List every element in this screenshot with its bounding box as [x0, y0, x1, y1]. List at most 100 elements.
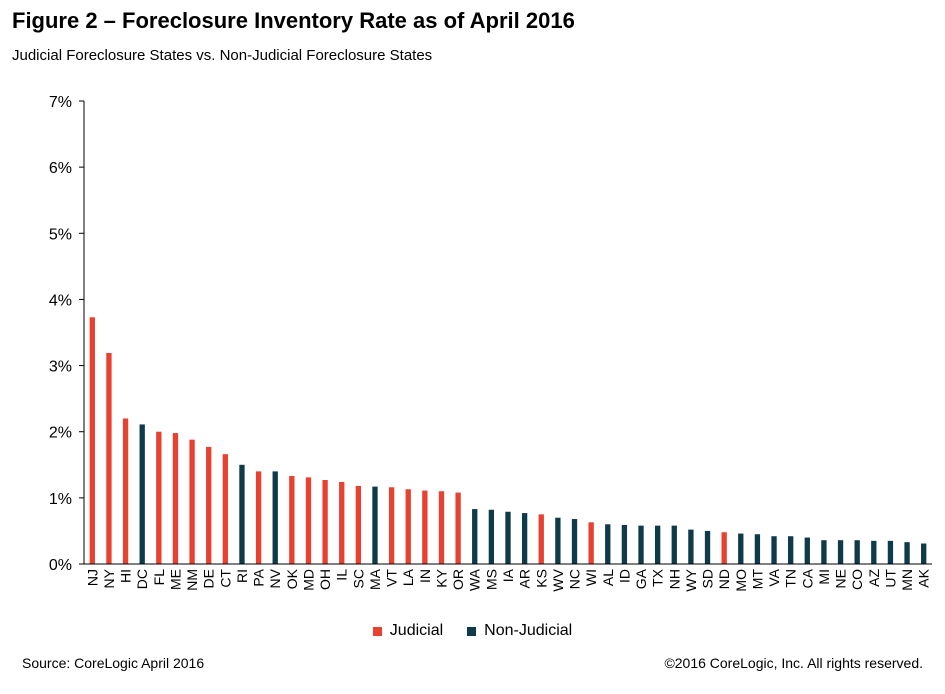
bar-ky	[438, 491, 445, 564]
bar-mo	[738, 533, 744, 564]
x-axis: NJ NY HI DC FL ME NM DE CT RI PA NV OK MD OH IL SC MA VT LA…	[84, 563, 932, 592]
x-tick-label-nj: NJ	[84, 569, 100, 586]
x-tick-label-az: AZ	[866, 569, 882, 587]
x-tick-label-oh: OH	[317, 569, 333, 590]
x-tick-label-nv: NV	[267, 568, 283, 588]
bar-wa	[472, 509, 478, 564]
bar-hi	[122, 418, 129, 564]
legend-label-judicial: Judicial	[389, 622, 444, 639]
x-tick-label-wa: WA	[467, 568, 483, 591]
bar-chart: 0%1%2%3%4%5%6%7% NJ NY HI DC FL ME NM DE CT RI PA N…	[49, 94, 932, 592]
x-tick-label-ne: NE	[833, 569, 849, 588]
bar-vt	[388, 487, 395, 564]
x-tick-label-ga: GA	[633, 568, 649, 589]
x-tick-label-sd: SD	[700, 569, 716, 588]
x-tick-label-nd: ND	[716, 569, 732, 589]
bar-ma	[372, 486, 378, 564]
legend-swatch-judicial	[372, 626, 382, 636]
bar-ri	[239, 464, 245, 564]
y-tick-label: 0%	[49, 557, 72, 574]
legend-item-non-judicial: Non-Judicial	[467, 622, 572, 640]
bar-ks	[538, 514, 544, 564]
x-tick-label-mo: MO	[733, 569, 749, 592]
x-tick-label-nh: NH	[666, 569, 682, 589]
bar-ct	[222, 454, 228, 564]
bar-nv	[272, 471, 278, 564]
bar-pa	[255, 471, 262, 564]
x-tick-label-mt: MT	[749, 569, 765, 590]
x-tick-label-md: MD	[300, 569, 316, 591]
x-tick-label-or: OR	[450, 569, 466, 590]
bar-al	[605, 524, 611, 564]
bar-co	[854, 540, 860, 564]
x-tick-label-la: LA	[400, 568, 416, 586]
y-tick-label: 7%	[49, 94, 72, 111]
y-tick-label: 4%	[49, 292, 72, 309]
y-axis: 0% 1% 2% 3% 4% 5% 6% 7%	[49, 94, 85, 574]
bar-mt	[754, 534, 761, 564]
bar-ga	[638, 525, 644, 564]
y-tick-label: 1%	[49, 491, 72, 508]
x-tick-label-wv: WV	[550, 568, 566, 591]
bar-tx	[654, 525, 661, 564]
bar-id	[621, 524, 628, 564]
bar-mn	[904, 542, 910, 564]
bar-oh	[322, 480, 328, 564]
x-tick-label-co: CO	[849, 569, 865, 590]
bar-ms	[488, 509, 495, 564]
x-tick-label-me: ME	[167, 569, 183, 590]
legend-item-judicial: Judicial	[372, 622, 444, 640]
x-tick-label-ut: UT	[882, 569, 898, 588]
bar-ak	[921, 543, 927, 564]
bar-tn	[788, 536, 794, 564]
bar-wv	[555, 517, 561, 564]
bar-wi	[588, 522, 594, 564]
x-tick-label-de: DE	[201, 569, 217, 588]
x-tick-label-ri: RI	[234, 569, 250, 583]
x-tick-label-id: ID	[616, 569, 632, 583]
x-tick-label-va: VA	[766, 568, 782, 586]
x-tick-label-tx: TX	[650, 568, 666, 587]
x-tick-label-sc: SC	[350, 569, 366, 588]
bar-ny	[106, 353, 112, 564]
bar-ca	[804, 537, 810, 564]
bar-va	[771, 536, 777, 564]
x-tick-label-ar: AR	[517, 569, 533, 588]
bar-sd	[704, 530, 711, 564]
legend: Judicial Non-Judicial	[0, 622, 945, 640]
x-tick-label-ms: MS	[483, 569, 499, 590]
bar-az	[871, 540, 877, 564]
x-tick-label-mi: MI	[816, 569, 832, 585]
x-tick-label-ca: CA	[799, 568, 815, 588]
x-tick-label-ks: KS	[533, 569, 549, 588]
chart-title: Figure 2 – Foreclosure Inventory Rate as…	[12, 8, 575, 33]
x-tick-label-nc: NC	[567, 569, 583, 589]
bar-il	[339, 481, 345, 564]
bars	[89, 317, 927, 564]
bar-or	[455, 492, 461, 564]
bar-ia	[505, 511, 511, 564]
bar-ar	[521, 513, 528, 564]
bar-ok	[289, 476, 295, 564]
bar-nh	[671, 525, 677, 564]
x-tick-label-ia: IA	[500, 568, 516, 582]
y-tick-label: 5%	[49, 226, 72, 243]
legend-label-non-judicial: Non-Judicial	[484, 622, 573, 639]
y-tick-label: 6%	[49, 160, 72, 177]
x-tick-label-dc: DC	[134, 569, 150, 589]
bar-ut	[887, 540, 894, 564]
x-tick-label-fl: FL	[151, 569, 167, 586]
legend-swatch-non-judicial	[467, 626, 477, 636]
x-tick-label-tn: TN	[783, 569, 799, 588]
x-tick-label-in: IN	[417, 569, 433, 583]
y-tick-label: 3%	[49, 359, 72, 376]
bar-md	[305, 477, 312, 564]
bar-wy	[688, 529, 694, 564]
x-tick-label-ky: KY	[433, 568, 449, 587]
x-tick-label-al: AL	[600, 569, 616, 586]
bar-me	[172, 433, 179, 564]
bar-la	[405, 489, 411, 564]
x-tick-label-ok: OK	[284, 568, 300, 589]
source-note: Source: CoreLogic April 2016	[22, 655, 205, 671]
bar-nd	[721, 532, 727, 564]
